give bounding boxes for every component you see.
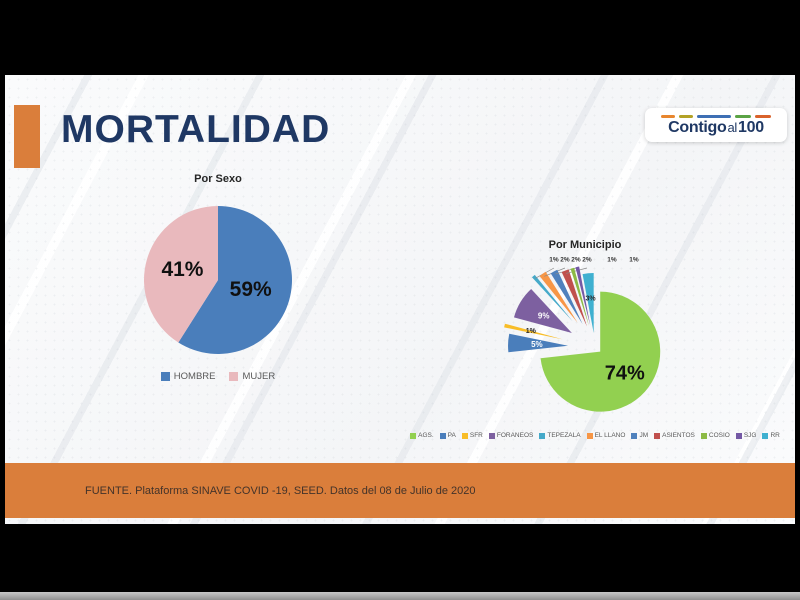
pie-label-sjg: 1%: [629, 257, 639, 264]
pie-label-jm: 2%: [571, 257, 581, 264]
brand-text-bold2: 100: [738, 119, 764, 136]
pie-label-foraneos: 9%: [538, 311, 550, 320]
chart-municipio-title: Por Municipio: [548, 239, 622, 251]
legend-item-pa: PA: [439, 432, 456, 439]
pie-slice-foraneos: [513, 288, 572, 334]
legend-label-sfr: SFR: [469, 432, 483, 439]
legend-label-asientos: ASIENTOS: [662, 432, 695, 439]
pie-slice-mujer: [143, 206, 218, 343]
brand-dash-icon: [679, 114, 693, 118]
legend-label-sjg: SJG: [743, 432, 757, 439]
accent-bar: [14, 105, 40, 168]
letterbox-bottom: [0, 524, 800, 600]
brand-dash-icon: [661, 114, 675, 118]
player-strip: [0, 592, 800, 600]
pie-slice-cosio: [570, 267, 589, 326]
legend-swatch-ags: [410, 432, 417, 439]
legend-swatch-cosio: [700, 432, 707, 439]
legend-item-el-llano: EL LLANO: [586, 432, 626, 439]
legend-item-cosio: COSIO: [700, 432, 730, 439]
brand-dash-icon: [755, 114, 771, 118]
legend-item-asientos: ASIENTOS: [654, 432, 695, 439]
pie-slice-hombre: [178, 206, 292, 354]
brand-dashes-icon: [661, 114, 771, 118]
pie-sexo-chart: 59% 41%: [143, 206, 292, 354]
legend-swatch-sjg: [735, 432, 742, 439]
legend-item-jm: JM: [631, 432, 648, 439]
legend-label-el-llano: EL LLANO: [594, 432, 626, 439]
legend-item-ags: AGS.: [410, 432, 434, 439]
pie-slice-el-llano: [539, 271, 578, 323]
brand-text-bold1: Contigo: [668, 119, 727, 136]
legend-label-ags: AGS.: [418, 432, 434, 439]
legend-item-sfr: SFR: [461, 432, 483, 439]
source-band: FUENTE. Plataforma SINAVE COVID -19, SEE…: [5, 463, 795, 518]
legend-label-mujer: MUJER: [242, 371, 276, 382]
legend-swatch-jm: [631, 432, 638, 439]
brand-text-mid: al: [727, 120, 738, 135]
pie-label-mujer: 41%: [161, 258, 203, 281]
pie-slice-sfr: [504, 323, 563, 340]
pie-municipio-chart: 74%5%1%9%1% 2% 2% 2% 1% 1%3%: [504, 257, 661, 412]
legend-sexo: HOMBRE MUJER: [123, 371, 313, 382]
legend-label-cosio: COSIO: [708, 432, 730, 439]
pie-slice-tepezala: [531, 274, 573, 322]
pie-label-pa: 5%: [531, 340, 543, 349]
chart-sexo-title: Por Sexo: [194, 173, 242, 185]
legend-swatch-foraneos: [488, 432, 495, 439]
slide: MORTALIDAD Contigoal100 Por Sexo 59% 41% …: [5, 75, 795, 524]
pie-label-cosio: 1%: [607, 257, 617, 264]
brand-dash-icon: [735, 114, 751, 118]
legend-swatch-tepezala: [539, 432, 546, 439]
legend-item-foraneos: FORANEOS: [488, 432, 534, 439]
pie-label-sfr: 1%: [526, 328, 537, 335]
pie-slice-sjg: [575, 266, 591, 326]
page-title: MORTALIDAD: [61, 108, 331, 151]
legend-swatch-mujer: [229, 372, 239, 381]
pie-label-ags: 74%: [605, 363, 645, 385]
legend-swatch-sfr: [461, 432, 468, 439]
pie-label-rr: 3%: [585, 296, 596, 303]
legend-label-pa: PA: [447, 432, 456, 439]
legend-label-tepezala: TEPEZALA: [547, 432, 581, 439]
source-text: FUENTE. Plataforma SINAVE COVID -19, SEE…: [85, 484, 476, 497]
brand-dash-icon: [697, 114, 731, 118]
legend-swatch-pa: [439, 432, 446, 439]
legend-swatch-hombre: [160, 372, 170, 381]
legend-item-sjg: SJG: [735, 432, 757, 439]
legend-item-tepezala: TEPEZALA: [539, 432, 581, 439]
legend-item-mujer: MUJER: [229, 371, 275, 382]
brand-logo: Contigoal100: [645, 108, 787, 142]
legend-label-hombre: HOMBRE: [173, 371, 216, 382]
pie-label-hombre: 59%: [230, 278, 272, 301]
pie-label-tepezala: 1%: [549, 257, 559, 264]
pie-slice-pa: [508, 333, 569, 353]
pie-slice-jm: [550, 269, 583, 325]
brand-logo-text: Contigoal100: [668, 120, 764, 136]
letterbox-top: [0, 0, 800, 75]
legend-swatch-rr: [762, 432, 769, 439]
legend-label-jm: JM: [639, 432, 649, 439]
legend-label-rr: RR: [770, 432, 780, 439]
legend-item-rr: RR: [762, 432, 780, 439]
pie-slice-rr: [582, 273, 594, 334]
pie-label-el-llano: 2%: [560, 257, 570, 264]
legend-label-foraneos: FORANEOS: [496, 432, 534, 439]
legend-item-hombre: HOMBRE: [160, 371, 216, 382]
legend-municipio: AGS. PA SFR FORANEOS TEPEZALA EL LLANO JM ASIEN…: [395, 432, 795, 439]
pie-label-asientos: 2%: [582, 257, 592, 264]
legend-swatch-el-llano: [586, 432, 593, 439]
pie-slice-ags: [540, 291, 661, 412]
legend-swatch-asientos: [654, 432, 661, 439]
pie-slice-asientos: [561, 269, 587, 327]
